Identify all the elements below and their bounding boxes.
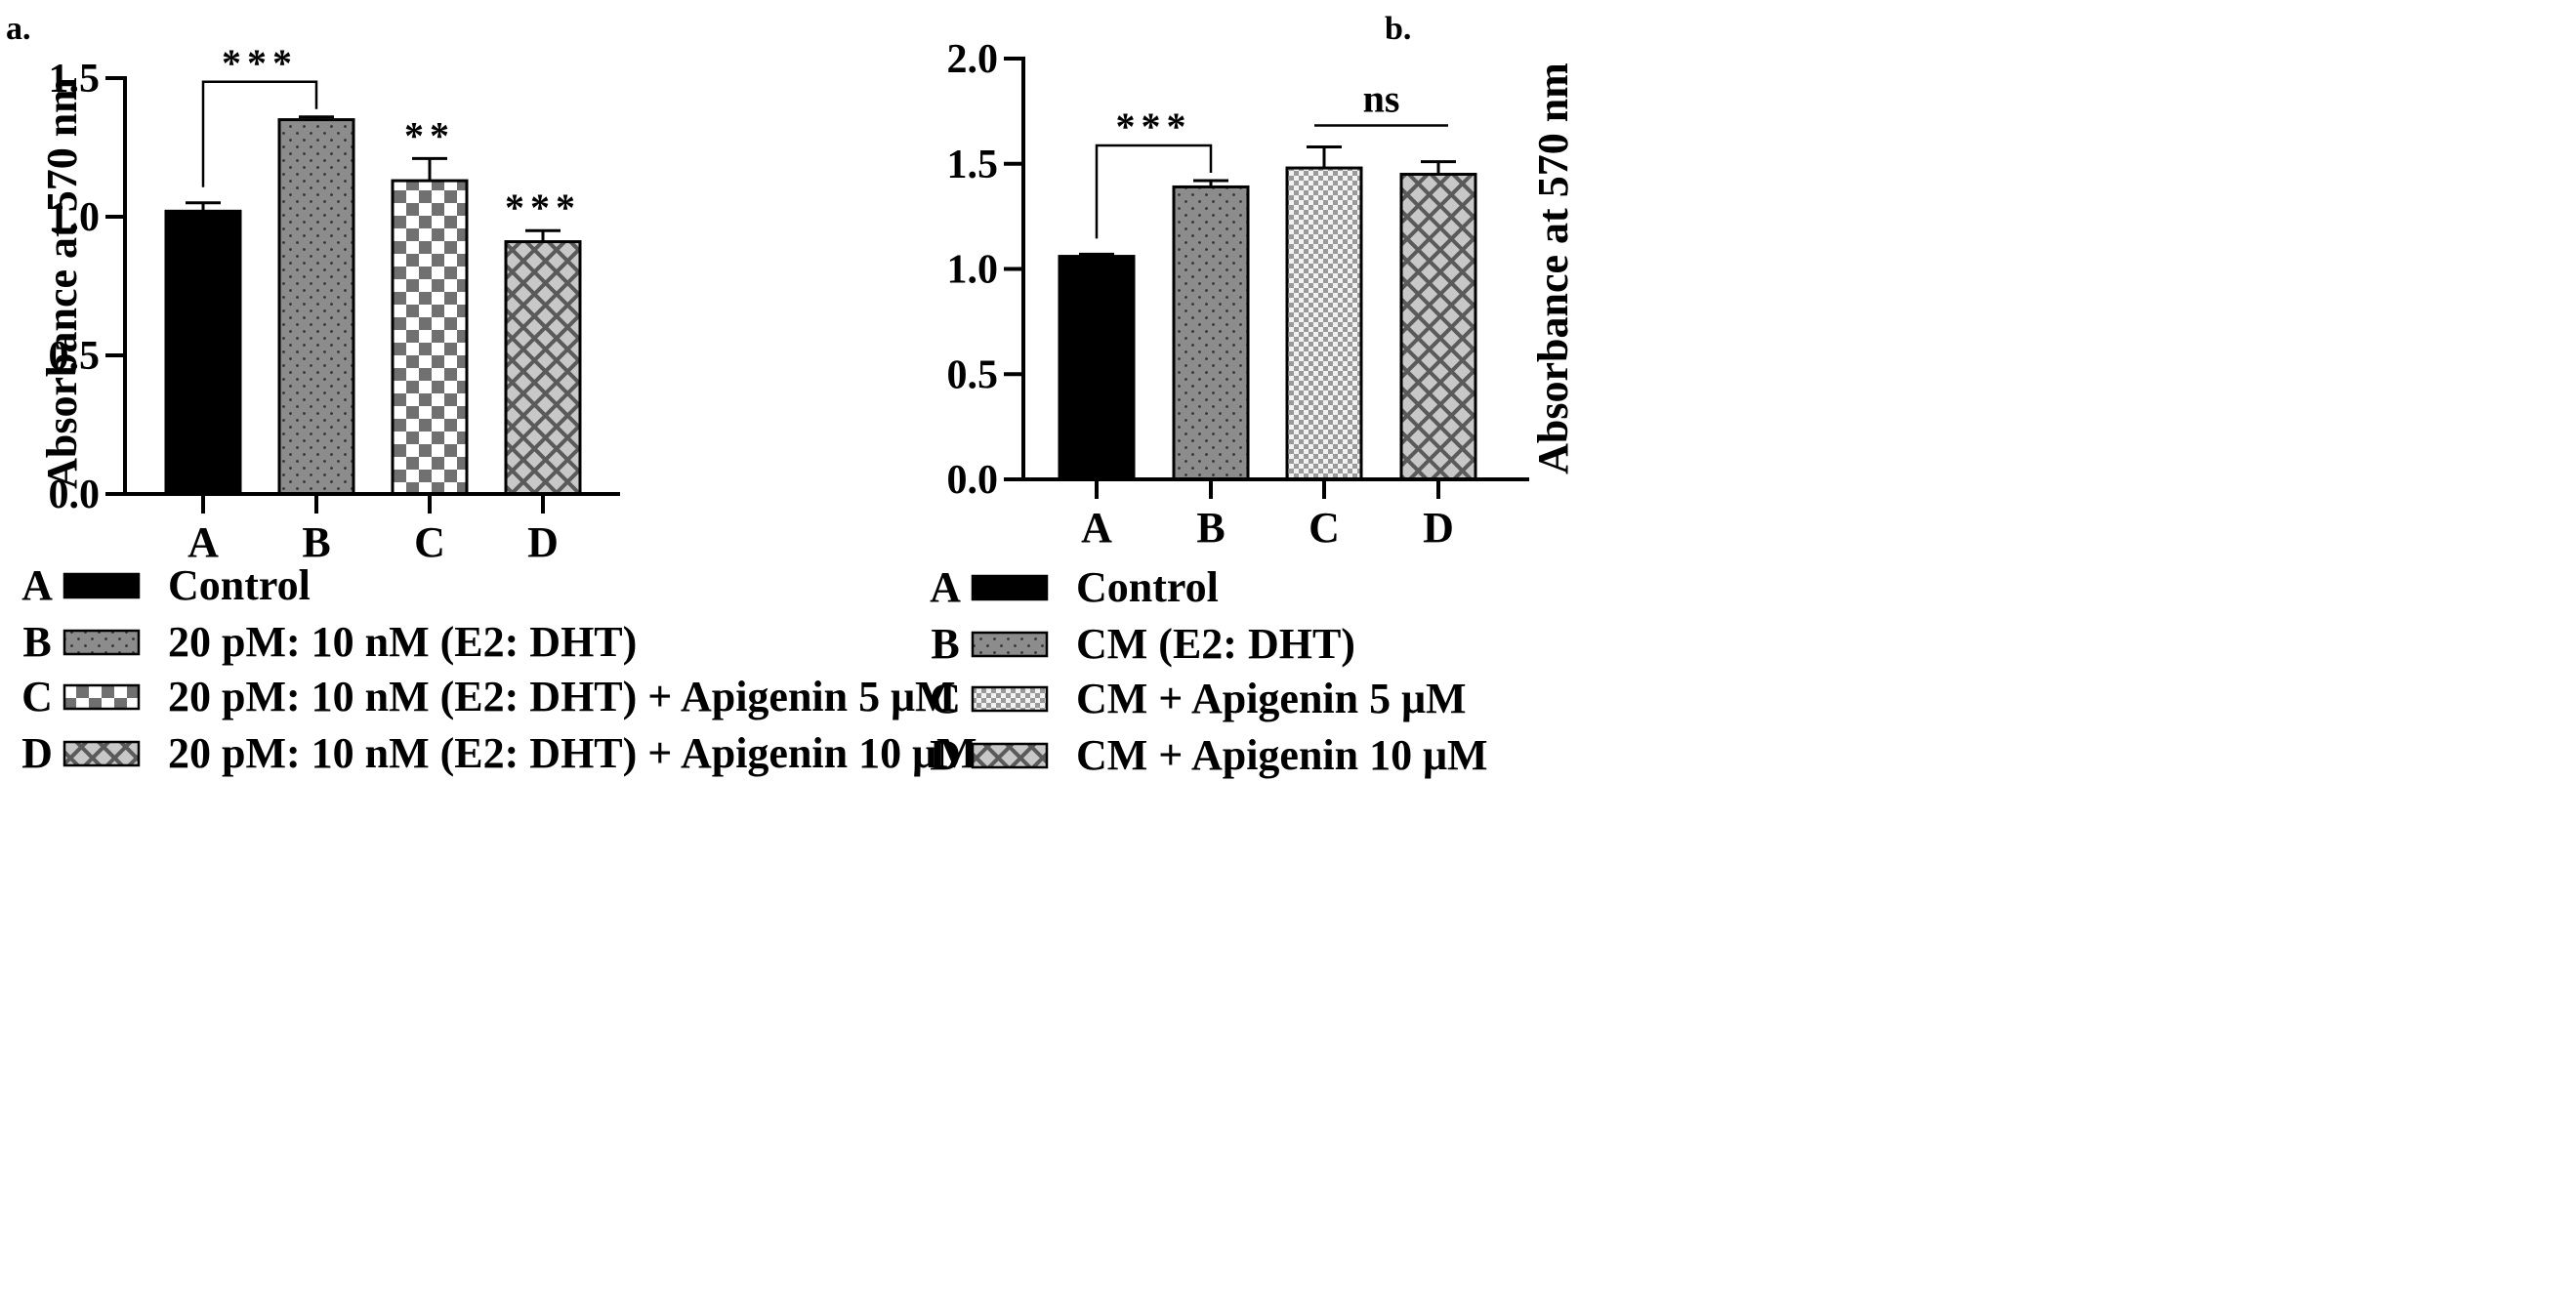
panel-b-legend-swatch-B (971, 631, 1049, 658)
panel-a-significance-label: *** (505, 185, 581, 229)
panel-a-legend-text: Control (168, 561, 311, 609)
panel-b-legend-swatch-C (971, 685, 1049, 713)
panel-b-significance-bracket (1095, 144, 1213, 239)
panel-b-y-tick-label: 1.5 (947, 143, 999, 187)
panel-a-x-tick-label: D (527, 518, 559, 566)
panel-a-legend-swatch-A (62, 572, 141, 599)
panel-b-x-tick-label: D (1423, 504, 1454, 552)
panel-b-y-tick-label: 1.0 (947, 248, 999, 293)
panel-a-x-tick-label: B (302, 518, 330, 566)
panel-b-legend-letter: D (930, 731, 961, 779)
panel-b-bar-D (1399, 173, 1477, 481)
panel-a-significance-label: *** (222, 41, 298, 85)
panel-b-legend-letter: A (930, 563, 961, 611)
panel-b-legend-text: CM + Apigenin 5 μM (1076, 675, 1467, 722)
panel-a-x-tick-label: C (414, 518, 445, 566)
panel-b-legend-letter: B (931, 620, 959, 668)
panel-a-legend-letter: D (21, 729, 53, 777)
panel-b-y-tick-label: 0.0 (947, 458, 999, 503)
panel-a-y-axis-title: Absorbance at 570 nm (38, 77, 86, 489)
panel-b-legend: A Control B CM (E2: DHT) C CM + Apigenin 5 μM… (930, 563, 1487, 779)
panel-b-x-tick-label: B (1196, 504, 1225, 552)
panel-a-y-tick-label: 1.0 (49, 195, 101, 240)
panel-a-bar-B (277, 118, 355, 496)
panel-b-plot: 0.0 0.5 1.0 1.5 2.0 A B C D *** ns (947, 37, 1529, 552)
panel-b-significance-label: *** (1116, 104, 1192, 148)
panel-a-significance-label: ** (404, 113, 455, 157)
panel-a-y-tick-label: 1.5 (49, 57, 101, 102)
panel-b-legend-text: CM + Apigenin 10 μM (1076, 731, 1488, 779)
panel-b-bar-C (1285, 166, 1363, 481)
panel-b-bar-A (1058, 255, 1136, 481)
panel-a-bar-C (391, 179, 469, 496)
panel-a-label: a. (6, 11, 31, 47)
panel-a-bar-A (164, 209, 242, 496)
panel-a-legend-text: 20 pM: 10 nM (E2: DHT) (168, 618, 637, 666)
panel-b-legend-text: CM (E2: DHT) (1076, 620, 1355, 668)
panel-a-legend-swatch-B (62, 629, 141, 656)
panel-a: a. Absorbance at 570 nm 0.00.51.01.5A B C D… (6, 11, 977, 777)
panel-a-x-tick-label: A (187, 518, 219, 566)
panel-a-legend-letter: A (21, 561, 53, 609)
panel-a-legend-text: 20 pM: 10 nM (E2: DHT) + Apigenin 5 μM (168, 673, 956, 720)
panel-a-legend-swatch-C (62, 683, 141, 711)
panel-b-legend-text: Control (1076, 563, 1219, 611)
panel-a-y-tick-label: 0.5 (49, 334, 101, 379)
panel-a-legend-swatch-D (62, 740, 141, 767)
panel-b-legend-letter: C (930, 675, 961, 722)
panel-b-label: b. (1385, 11, 1411, 47)
panel-a-significance-bracket (201, 80, 318, 187)
panel-b-y-axis-title: Absorbance at 570 nm (1529, 62, 1577, 474)
panel-b-x-tick-label: A (1081, 504, 1112, 552)
panel-a-legend-text: 20 pM: 10 nM (E2: DHT) + Apigenin 10 μM (168, 729, 977, 777)
panel-b-x-tick-label: C (1309, 504, 1340, 552)
panel-b-legend-swatch-D (971, 742, 1049, 769)
panel-a-plot: 0.00.51.01.5A B C D******** (49, 41, 620, 566)
panel-a-legend-letter: C (21, 673, 53, 720)
panel-b: b. Absorbance at 570 nm 0.0 0.5 1.0 1.5 2.0 A… (930, 11, 1577, 779)
panel-a-legend-letter: B (22, 618, 51, 666)
panel-a-bar-D (504, 240, 582, 496)
panel-a-y-tick-label: 0.0 (49, 473, 101, 517)
panel-b-significance-label: ns (1363, 77, 1400, 121)
panel-b-y-tick-label: 0.5 (947, 352, 999, 397)
panel-b-bar-B (1172, 185, 1250, 481)
panel-b-legend-swatch-A (971, 574, 1049, 601)
panel-b-y-tick-label: 2.0 (947, 37, 999, 82)
